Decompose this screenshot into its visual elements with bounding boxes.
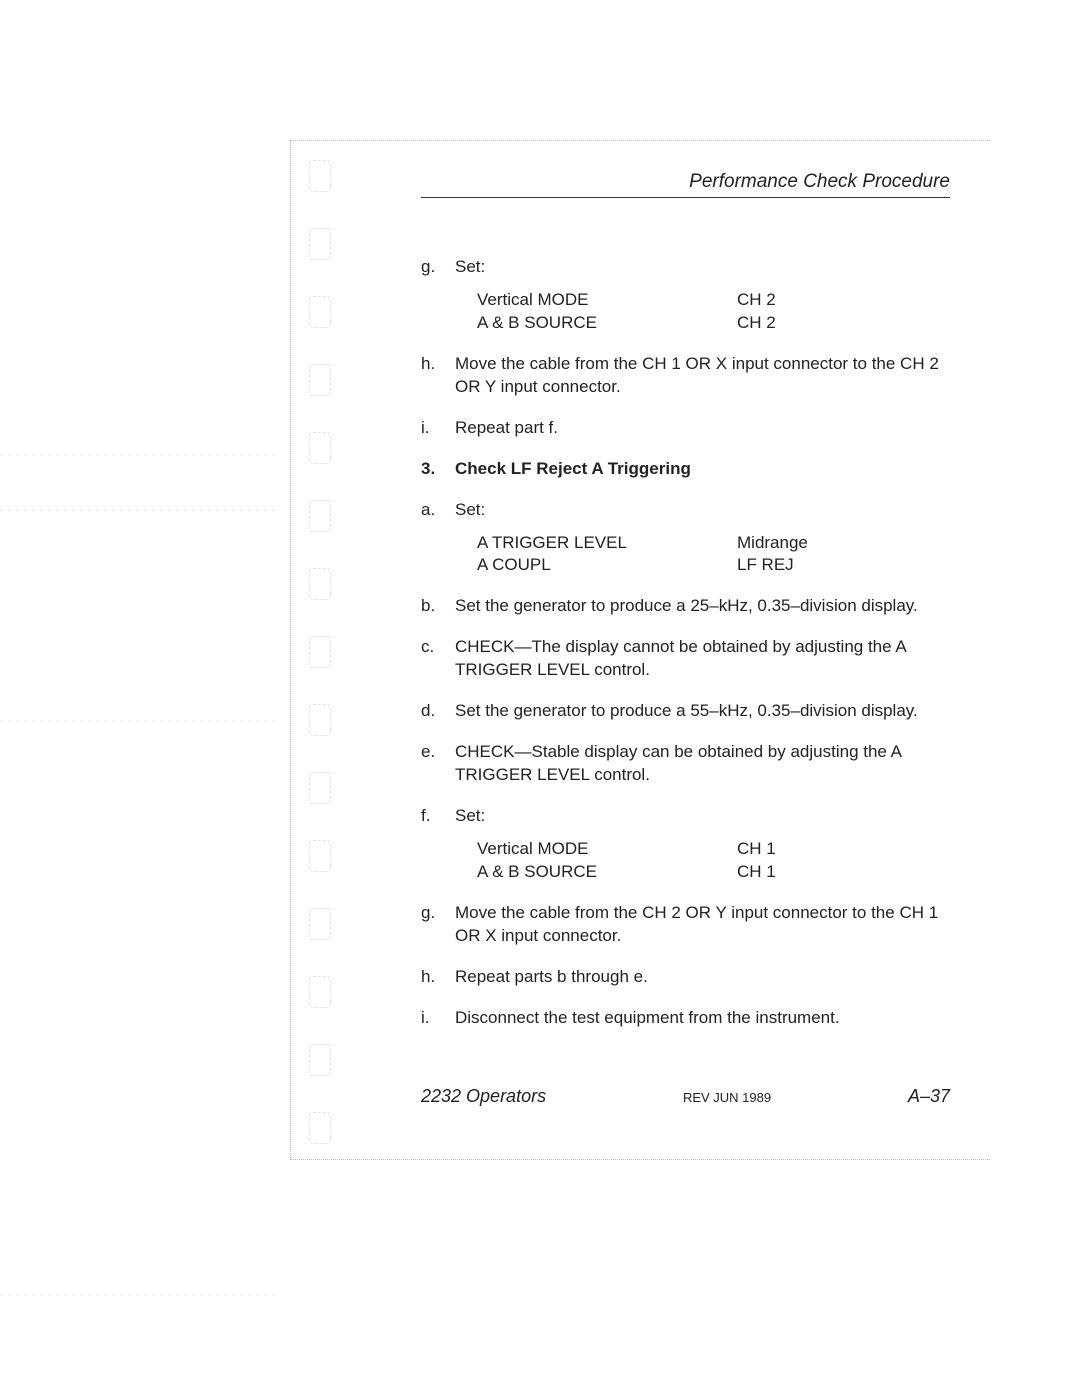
- binding-mark: [309, 704, 331, 736]
- item-marker: c.: [421, 636, 455, 682]
- binding-mark: [309, 908, 331, 940]
- settings-row: Vertical MODECH 2: [477, 289, 950, 312]
- settings-row: A & B SOURCECH 2: [477, 312, 950, 335]
- item-marker: g.: [421, 902, 455, 948]
- item-text: CHECK—The display cannot be obtained by …: [455, 636, 950, 682]
- item-marker: 3.: [421, 458, 455, 481]
- scan-artifact: [0, 720, 280, 721]
- binding-mark: [309, 500, 331, 532]
- setting-value: CH 2: [737, 312, 776, 335]
- list-item: i.Repeat part f.: [421, 417, 950, 440]
- item-text: Move the cable from the CH 1 OR X input …: [455, 353, 950, 399]
- page-header: Performance Check Procedure: [421, 171, 950, 198]
- item-text: Set:Vertical MODECH 1A & B SOURCECH 1: [455, 805, 950, 884]
- setting-label: Vertical MODE: [477, 838, 737, 861]
- settings-row: A COUPLLF REJ: [477, 554, 950, 577]
- item-text: Set the generator to produce a 25–kHz, 0…: [455, 595, 950, 618]
- item-text: Disconnect the test equipment from the i…: [455, 1007, 950, 1030]
- binding-mark: [309, 772, 331, 804]
- list-item: e.CHECK—Stable display can be obtained b…: [421, 741, 950, 787]
- list-item: a.Set:A TRIGGER LEVELMidrangeA COUPLLF R…: [421, 499, 950, 578]
- page-footer: 2232 Operators REV JUN 1989 A–37: [421, 1086, 950, 1107]
- section-heading-item: 3.Check LF Reject A Triggering: [421, 458, 950, 481]
- settings-block: A TRIGGER LEVELMidrangeA COUPLLF REJ: [477, 532, 950, 578]
- setting-label: A COUPL: [477, 554, 737, 577]
- footer-page-num: A–37: [908, 1086, 950, 1107]
- binding-mark: [309, 364, 331, 396]
- list-item: b.Set the generator to produce a 25–kHz,…: [421, 595, 950, 618]
- item-text: Repeat parts b through e.: [455, 966, 950, 989]
- item-text: Set:Vertical MODECH 2A & B SOURCECH 2: [455, 256, 950, 335]
- footer-revision: REV JUN 1989: [683, 1090, 771, 1105]
- setting-label: A TRIGGER LEVEL: [477, 532, 737, 555]
- setting-label: A & B SOURCE: [477, 861, 737, 884]
- settings-row: Vertical MODECH 1: [477, 838, 950, 861]
- binding-mark: [309, 568, 331, 600]
- settings-row: A TRIGGER LEVELMidrange: [477, 532, 950, 555]
- item-marker: f.: [421, 805, 455, 884]
- item-text: CHECK—Stable display can be obtained by …: [455, 741, 950, 787]
- binding-mark: [309, 1112, 331, 1144]
- header-title: Performance Check Procedure: [421, 171, 950, 193]
- binding-mark: [309, 228, 331, 260]
- binding-column: [300, 160, 340, 1180]
- setting-value: CH 2: [737, 289, 776, 312]
- setting-label: Vertical MODE: [477, 289, 737, 312]
- item-text: Set:A TRIGGER LEVELMidrangeA COUPLLF REJ: [455, 499, 950, 578]
- setting-value: CH 1: [737, 861, 776, 884]
- item-text: Set the generator to produce a 55–kHz, 0…: [455, 700, 950, 723]
- content-body: g.Set:Vertical MODECH 2A & B SOURCECH 2h…: [421, 256, 950, 1030]
- item-text: Repeat part f.: [455, 417, 950, 440]
- item-marker: i.: [421, 1007, 455, 1030]
- binding-mark: [309, 976, 331, 1008]
- list-item: h.Move the cable from the CH 1 OR X inpu…: [421, 353, 950, 399]
- item-marker: b.: [421, 595, 455, 618]
- list-item: g.Move the cable from the CH 2 OR Y inpu…: [421, 902, 950, 948]
- setting-label: A & B SOURCE: [477, 312, 737, 335]
- binding-mark: [309, 296, 331, 328]
- list-item: f.Set:Vertical MODECH 1A & B SOURCECH 1: [421, 805, 950, 884]
- binding-mark: [309, 1044, 331, 1076]
- list-item: d.Set the generator to produce a 55–kHz,…: [421, 700, 950, 723]
- scan-artifact: [0, 455, 280, 456]
- scan-artifact: [0, 1295, 280, 1296]
- item-marker: h.: [421, 966, 455, 989]
- setting-value: Midrange: [737, 532, 808, 555]
- list-item: i.Disconnect the test equipment from the…: [421, 1007, 950, 1030]
- scan-artifact: [0, 510, 280, 511]
- list-item: g.Set:Vertical MODECH 2A & B SOURCECH 2: [421, 256, 950, 335]
- binding-mark: [309, 432, 331, 464]
- setting-value: CH 1: [737, 838, 776, 861]
- footer-model: 2232 Operators: [421, 1086, 546, 1107]
- item-marker: e.: [421, 741, 455, 787]
- item-marker: h.: [421, 353, 455, 399]
- binding-mark: [309, 840, 331, 872]
- settings-block: Vertical MODECH 1A & B SOURCECH 1: [477, 838, 950, 884]
- binding-mark: [309, 160, 331, 192]
- list-item: c.CHECK—The display cannot be obtained b…: [421, 636, 950, 682]
- setting-value: LF REJ: [737, 554, 794, 577]
- document-page: Performance Check Procedure g.Set:Vertic…: [290, 140, 990, 1160]
- settings-row: A & B SOURCECH 1: [477, 861, 950, 884]
- settings-block: Vertical MODECH 2A & B SOURCECH 2: [477, 289, 950, 335]
- item-text: Check LF Reject A Triggering: [455, 458, 950, 481]
- list-item: h.Repeat parts b through e.: [421, 966, 950, 989]
- item-text: Move the cable from the CH 2 OR Y input …: [455, 902, 950, 948]
- item-marker: d.: [421, 700, 455, 723]
- item-marker: i.: [421, 417, 455, 440]
- binding-mark: [309, 636, 331, 668]
- item-marker: g.: [421, 256, 455, 335]
- item-marker: a.: [421, 499, 455, 578]
